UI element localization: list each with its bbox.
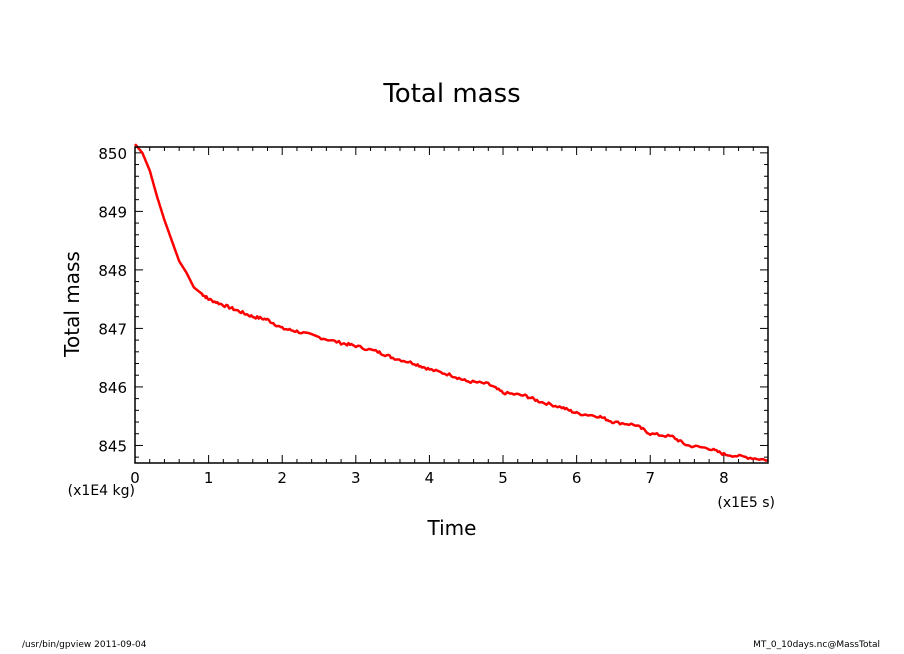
y-axis-label: Total mass — [60, 251, 84, 358]
x-tick-label: 3 — [351, 469, 361, 487]
x-tick-label: 7 — [645, 469, 655, 487]
y-tick-label: 846 — [98, 379, 127, 397]
x-tick-label: 6 — [572, 469, 582, 487]
data-line — [134, 143, 769, 462]
plot-frame — [134, 146, 769, 464]
x-tick-label: 0 — [130, 469, 140, 487]
chart-title: Total mass — [382, 79, 520, 109]
x-tick-label: 5 — [498, 469, 508, 487]
footer-left: /usr/bin/gpview 2011-09-04 — [22, 640, 147, 650]
y-tick-label: 850 — [98, 145, 127, 163]
x-axis-label: Time — [427, 516, 477, 540]
x-axis-unit: (x1E5 s) — [717, 495, 775, 511]
y-tick-label: 847 — [98, 320, 127, 338]
y-axis-unit: (x1E4 kg) — [68, 483, 135, 499]
x-tick-label: 1 — [204, 469, 214, 487]
y-tick-label: 848 — [98, 262, 127, 280]
y-tick-label: 845 — [98, 437, 127, 455]
footer-right: MT_0_10days.nc@MassTotal — [753, 640, 880, 650]
x-tick-label: 2 — [277, 469, 287, 487]
x-tick-label: 8 — [719, 469, 729, 487]
x-tick-label: 4 — [425, 469, 435, 487]
y-tick-label: 849 — [98, 203, 127, 221]
